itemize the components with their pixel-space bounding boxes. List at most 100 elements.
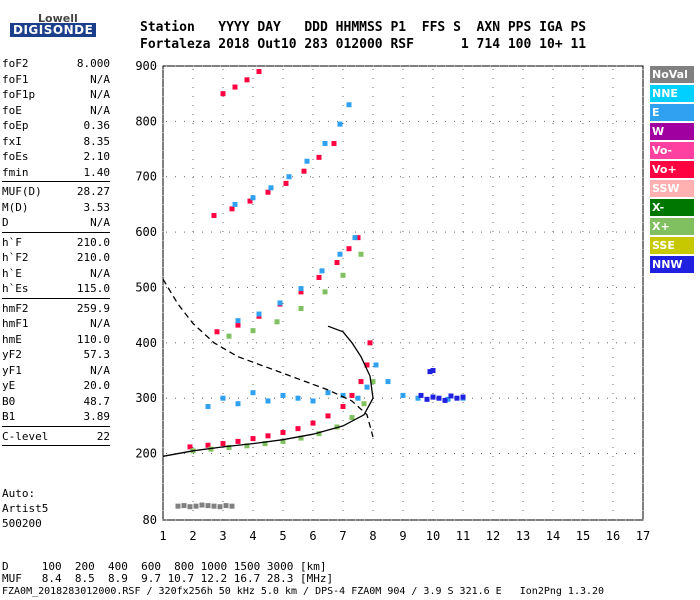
y-tick-label: 800 [135,114,157,128]
grid-dot [552,429,554,430]
grid-dot [445,286,446,288]
grid-dot [472,231,473,233]
grid-dot [582,519,584,520]
grid-dot [222,123,224,124]
grid-dot [612,204,614,205]
grid-dot [562,286,563,288]
grid-dot [552,249,554,250]
grid-dot [582,330,584,331]
grid-dot [220,519,221,521]
grid-dot [222,465,224,466]
grid-dot [310,65,311,67]
grid-dot [282,348,284,349]
grid-dot [220,120,221,122]
grid-dot [612,375,614,376]
grid-dot [642,303,644,304]
grid-dot [184,120,185,122]
param-name: fxI [2,134,22,148]
divider [2,425,110,427]
data-point [340,272,346,278]
grid-dot [427,342,428,344]
grid-dot [265,342,266,344]
grid-dot [582,87,584,88]
data-point [322,141,328,147]
grid-dot [312,231,314,232]
grid-dot [552,186,554,187]
grid-dot [337,65,338,67]
grid-dot [372,258,374,259]
grid-dot [282,375,284,376]
grid-dot [202,120,203,122]
grid-dot [427,176,428,178]
grid-dot [283,176,284,178]
grid-dot [292,231,293,233]
grid-dot [328,231,329,233]
grid-dot [222,267,224,268]
grid-dot [612,330,614,331]
grid-dot [192,492,194,493]
data-point [250,328,256,334]
legend-entry: W [650,123,694,140]
grid-dot [462,483,464,484]
grid-dot [342,87,344,88]
grid-dot [492,420,494,421]
param-row: foE N/A [2,103,110,119]
grid-dot [372,402,374,403]
grid-dot [552,231,554,232]
x-tick-label: 15 [576,529,590,543]
grid-dot [282,420,284,421]
param-name: B0 [2,394,16,408]
grid-dot [522,321,524,322]
grid-dot [292,120,293,122]
grid-dot [522,249,524,250]
header-labels: Station YYYY DAY DDD HHMMSS P1 FFS S AXN… [140,20,587,35]
param-name: foE [2,103,22,117]
grid-dot [319,120,320,122]
grid-dot [418,120,419,122]
grid-dot [342,105,344,106]
grid-dot [192,366,194,367]
grid-dot [582,339,584,340]
grid-dot [625,176,626,178]
grid-dot [582,492,584,493]
grid-dot [642,141,644,142]
grid-dot [499,120,500,122]
grid-dot [552,339,554,340]
grid-dot [192,447,194,448]
grid-dot [582,177,584,178]
grid-dot [432,159,434,160]
grid-dot [364,176,365,178]
x-tick-label: 6 [309,529,316,543]
grid-dot [582,285,584,286]
grid-dot [427,120,428,122]
grid-dot [492,483,494,484]
grid-dot [544,176,545,178]
grid-dot [432,105,434,106]
grid-dot [571,286,572,288]
grid-dot [346,397,347,399]
grid-dot [162,141,164,142]
grid-dot [192,249,194,250]
grid-dot [175,65,176,67]
grid-dot [400,120,401,122]
grid-dot [222,393,224,394]
grid-dot [402,213,404,214]
grid-dot [192,69,194,70]
grid-dot [192,465,194,466]
grid-dot [252,96,254,97]
grid-dot [192,393,194,394]
data-point [220,441,226,447]
param-row: hmE 110.0 [2,332,110,348]
grid-dot [162,330,164,331]
grid-dot [402,177,404,178]
grid-dot [598,231,599,233]
grid-dot [490,176,491,178]
data-point [181,503,187,509]
grid-dot [517,231,518,233]
grid-dot [342,312,344,313]
grid-dot [252,348,254,349]
grid-dot [282,465,284,466]
grid-dot [612,321,614,322]
param-value: 1.40 [83,165,111,179]
